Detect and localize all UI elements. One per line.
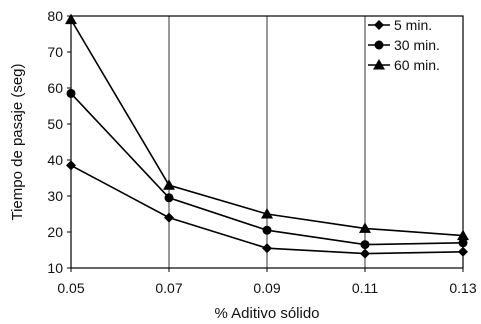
x-tick-label: 0.05 — [57, 280, 84, 296]
y-tick-label: 60 — [47, 80, 63, 96]
data-point-circle — [164, 193, 174, 203]
data-point-circle — [262, 225, 272, 235]
x-tick-label: 0.11 — [352, 280, 378, 296]
legend: 5 min. 30 min. 60 min. — [368, 17, 440, 73]
data-point-diamond — [458, 246, 468, 257]
data-point-triangle — [65, 13, 77, 25]
y-tick-label: 70 — [47, 44, 63, 60]
legend-marker-triangle — [373, 59, 385, 70]
y-tick-label: 10 — [47, 260, 63, 276]
data-point-triangle — [163, 179, 175, 190]
legend-label: 5 min. — [394, 17, 432, 33]
data-point-diamond — [262, 243, 272, 254]
data-point-triangle — [261, 208, 273, 219]
y-tick-label: 40 — [47, 152, 63, 168]
data-point-circle — [458, 238, 468, 248]
data-point-triangle — [457, 229, 469, 241]
x-axis-title: % Aditivo sólido — [214, 305, 319, 322]
x-tick-label: 0.09 — [253, 280, 280, 296]
data-point-diamond — [164, 212, 174, 223]
y-axis-title: Tiempo de pasaje (seg) — [9, 63, 26, 220]
legend-label: 30 min. — [394, 37, 440, 53]
x-tick-label: 0.13 — [449, 280, 476, 296]
y-tick-label: 50 — [47, 116, 63, 132]
x-tick-label: 0.07 — [155, 280, 182, 296]
data-point-triangle — [359, 222, 371, 233]
data-point-circle — [360, 240, 370, 250]
data-point-circle — [66, 88, 76, 98]
legend-label: 60 min. — [394, 57, 440, 73]
data-point-diamond — [360, 248, 370, 259]
axis-layer: 0.05 0.07 0.09 0.11 0.13 10 20 30 40 50 60 70 80 — [47, 8, 476, 296]
y-tick-label: 80 — [47, 8, 63, 24]
data-point-diamond — [66, 160, 76, 171]
y-tick-label: 20 — [47, 224, 63, 240]
legend-marker-diamond — [374, 20, 384, 30]
legend-marker-circle — [374, 40, 384, 50]
y-tick-label: 30 — [47, 188, 63, 204]
series-layer — [65, 13, 469, 259]
